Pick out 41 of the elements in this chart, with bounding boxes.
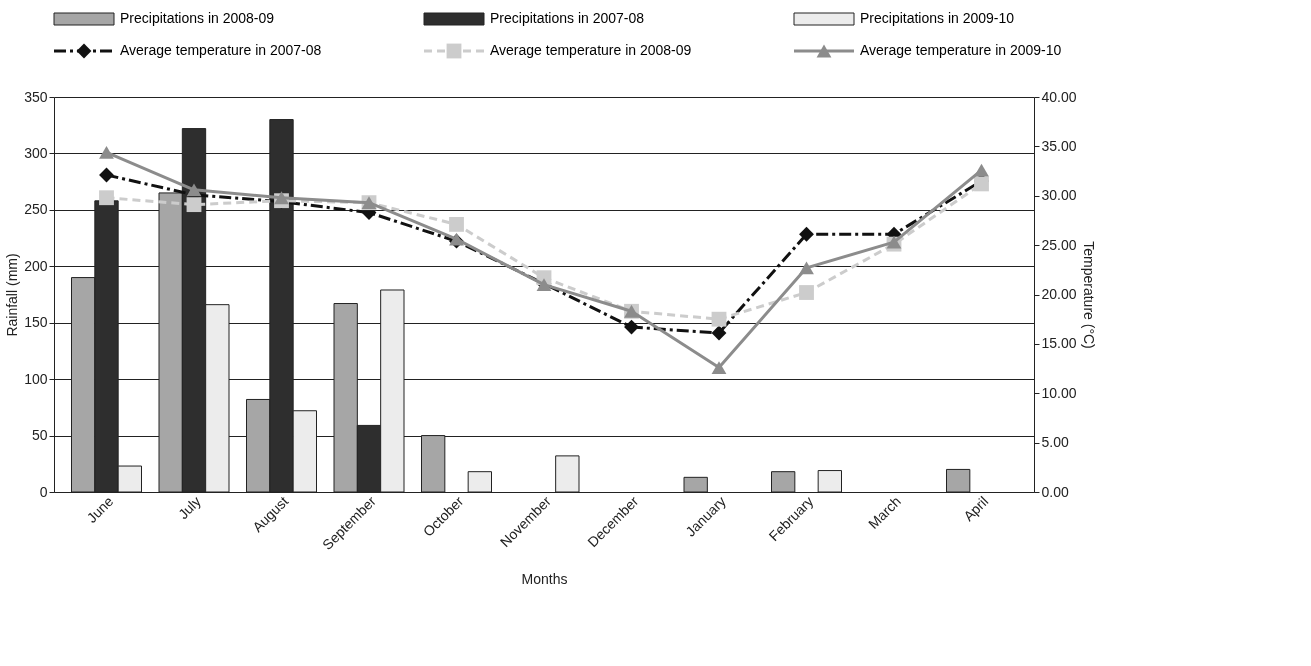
point [711, 325, 727, 341]
x-tick-label: July [174, 493, 204, 523]
y-axis-title: Rainfall (mm) [4, 253, 21, 337]
point [974, 163, 989, 177]
y-tick-label: 350 [24, 88, 48, 105]
point [449, 216, 464, 232]
point [186, 197, 202, 213]
legend-label: Precipitations in 2009-10 [860, 10, 1015, 26]
legend-label: Average temperature in 2007-08 [120, 42, 322, 58]
point [274, 191, 289, 205]
point [624, 319, 639, 335]
legend-label: Precipitations in 2007-08 [490, 10, 645, 26]
point [711, 361, 727, 374]
y2-tick-label: 5.00 [1041, 434, 1069, 451]
y2-tick-label: 25.00 [1041, 236, 1077, 253]
legend-label: Average temperature in 2009-10 [860, 42, 1062, 58]
y2-tick-label: 0.00 [1041, 483, 1069, 500]
y2-tick-label: 20.00 [1041, 286, 1077, 302]
legend-label: Average temperature in 2008-09 [490, 42, 692, 58]
y-tick-label: 200 [24, 257, 48, 274]
y2-axis-title: Temperature (°C) [1080, 241, 1097, 349]
y-tick-label: 50 [31, 427, 48, 444]
point [799, 226, 814, 242]
y2-tick-label: 10.00 [1041, 384, 1077, 401]
x-axis-title: Months [521, 570, 568, 587]
point [99, 145, 114, 159]
y-tick-label: 100 [24, 370, 48, 387]
point [99, 190, 114, 206]
y-tick-label: 300 [24, 144, 48, 161]
y2-tick-label: 40.00 [1041, 88, 1077, 105]
legend-label: Precipitations in 2008-09 [120, 10, 275, 26]
point [799, 285, 814, 300]
point [711, 311, 727, 327]
y2-tick-label: 15.00 [1041, 335, 1077, 352]
y2-tick-label: 30.00 [1041, 187, 1077, 204]
y-tick-label: 250 [24, 201, 48, 218]
point [186, 183, 202, 197]
y-tick-label: 150 [24, 314, 48, 331]
y-tick-label: 0 [39, 483, 48, 500]
y2-tick-label: 35.00 [1041, 137, 1077, 154]
point [799, 261, 814, 275]
